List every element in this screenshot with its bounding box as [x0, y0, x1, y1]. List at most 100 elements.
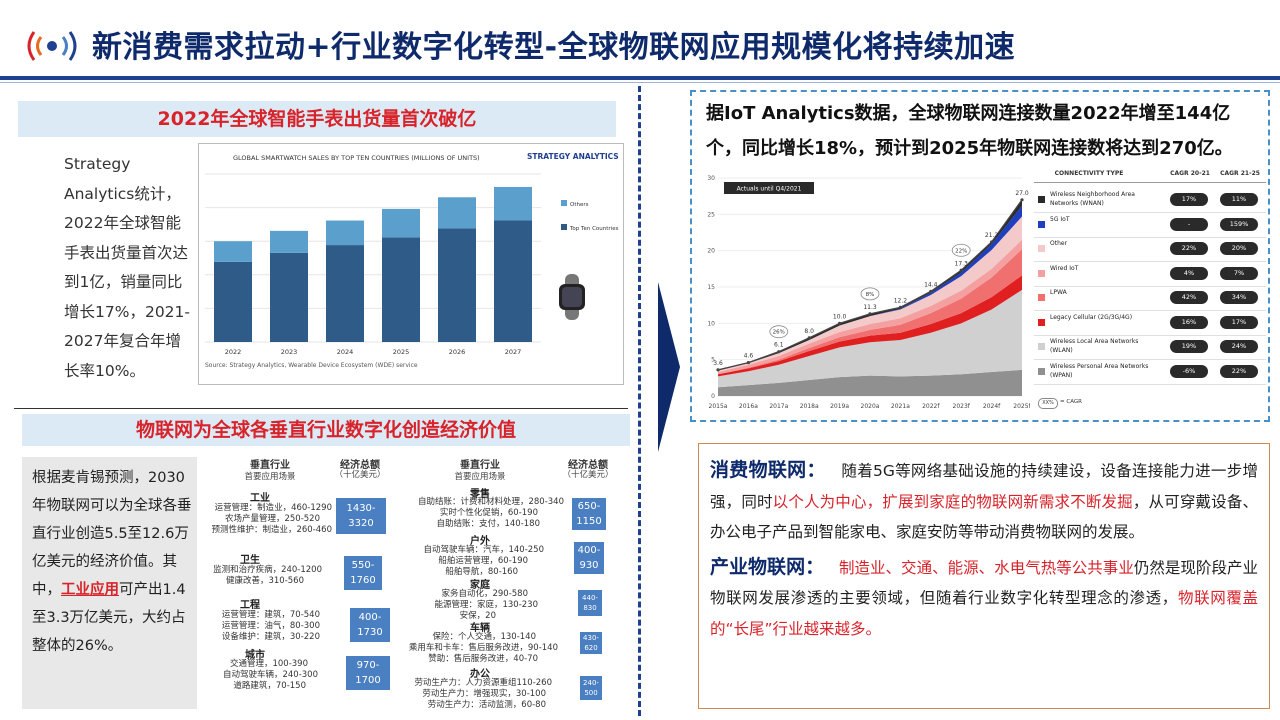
- x-tick-label: 2022: [225, 348, 242, 356]
- x-tick-label: 2015a: [709, 403, 728, 410]
- total-label: 11.3: [863, 304, 877, 311]
- x-tick-label: 2024f: [983, 403, 1001, 410]
- industry-value-table: 垂直行业 首要应用场景 经济总额 （十亿美元） 垂直行业 首要应用场景 经济总额…: [200, 452, 630, 712]
- bar-top-ten: [438, 228, 476, 342]
- arrow-icon: [640, 282, 680, 452]
- x-tick-label: 2020a: [861, 403, 880, 410]
- industrial-text-red2: 物联网覆盖的“长尾”行业越来越多。: [710, 589, 1258, 638]
- total-point: [777, 350, 781, 354]
- connectivity-table: CONNECTIVITY TYPE CAGR 20-21 CAGR 21-25 Wir…: [1034, 168, 1266, 412]
- mckinsey-text-b: 可产出1.4至3.3万亿美元，大约占整体的26%。: [32, 582, 186, 654]
- industry-banner: 物联网为全球各垂直行业数字化创造经济价值: [22, 414, 630, 446]
- x-tick-label: 2025: [393, 348, 410, 356]
- total-point: [868, 312, 872, 316]
- area-wpan: [718, 369, 1022, 396]
- x-tick-label: 2021a: [891, 403, 910, 410]
- cagr-note-badge: XX%: [1038, 398, 1058, 409]
- industry-sub: 交通管理，100-390: [229, 659, 308, 669]
- industry-value: 440-830: [578, 590, 602, 616]
- industry-sub: 船舶导航，80-160: [445, 567, 518, 577]
- total-label: 4.6: [744, 353, 754, 360]
- consumer-text-red: 以个人为中心，扩展到家庭的物联网新需求不断发掘: [772, 492, 1133, 511]
- consumer-iot-colon: ：: [806, 459, 826, 481]
- industry-sub: 监测和治疗疾病，240-1200: [213, 565, 322, 575]
- total-label: 17.3: [955, 260, 969, 267]
- industry-sub: 自助结账：支付，140-180: [436, 519, 540, 529]
- bar-others: [438, 197, 476, 229]
- header-rule-thin: [0, 82, 1280, 83]
- col-value-right: 经济总额: [568, 460, 608, 471]
- section-rule: [14, 408, 628, 409]
- bar-others: [494, 186, 532, 221]
- connectivity-row: Wireless Local Area Networks (WLAN) 19% 24…: [1034, 335, 1266, 360]
- industrial-text-mid: 仍然是现阶段产业物联网发展渗透的主要领域，但随着行业数字化转型理念的渗透，: [710, 558, 1258, 608]
- connectivity-swatch: [1038, 196, 1045, 203]
- industry-sub: 自动驾驶车辆，240-300: [222, 670, 318, 680]
- cagr-badge: 4%: [1170, 266, 1208, 280]
- col-industry-sub-left: 首要应用场景: [244, 472, 296, 482]
- y-tick-label: 10: [707, 320, 715, 327]
- cagr-badge: 22%: [1220, 364, 1258, 378]
- industry-sub: 保险：个人交通，130-140: [432, 632, 536, 642]
- industry-sub: 健康改善，310-560: [225, 576, 304, 586]
- actuals-badge-label: Actuals until Q4/2021: [737, 186, 802, 193]
- col-industry-sub-right: 首要应用场景: [454, 472, 506, 482]
- total-point: [746, 360, 750, 365]
- connectivity-label: Wireless Personal Area Networks (WPAN): [1050, 362, 1149, 379]
- industry-value: 400-1730: [350, 608, 390, 642]
- total-label: 6.1: [774, 342, 784, 349]
- smartwatch-banner: 2022年全球智能手表出货量首次破亿: [18, 101, 616, 137]
- industry-value: 400-930: [574, 542, 604, 574]
- mckinsey-box: [22, 457, 197, 709]
- page-title: 新消费需求拉动+行业数字化转型-全球物联网应用规模化将持续加速: [92, 30, 1016, 65]
- total-label: 14.4: [924, 281, 938, 288]
- industry-sub: 乘用车和卡车：售后服务改进，90-140: [408, 643, 558, 653]
- consumer-text-end: ，从可穿戴设备、办公电子产品到智能家电、家庭安防等带动消费物联网的发展。: [710, 492, 1258, 542]
- total-point: [838, 321, 842, 325]
- x-tick-label: 2024: [337, 348, 354, 356]
- smartwatch-source: Source: Strategy Analytics, Wearable Dev…: [205, 362, 418, 369]
- iot-headline: 据IoT Analytics数据，全球物联网连接数量2022年增至144亿个，同…: [706, 103, 1233, 159]
- growth-badge: [769, 325, 789, 339]
- industry-banner-text: 物联网为全球各垂直行业数字化创造经济价值: [135, 419, 516, 441]
- cagr-badge: 11%: [1220, 193, 1258, 206]
- connectivity-swatch: [1038, 245, 1045, 252]
- x-tick-label: 2023: [281, 348, 298, 356]
- industry-cat: 办公: [470, 669, 490, 680]
- industry-sub: 预测性维护：制造业，260-460: [211, 525, 332, 535]
- col-industry-right: 垂直行业: [460, 460, 500, 471]
- cagr-badge: 17%: [1170, 193, 1208, 206]
- industrial-iot-colon: ：: [805, 555, 825, 578]
- col-value-sub-left: （十亿美元）: [334, 470, 386, 480]
- total-point: [1020, 198, 1024, 202]
- legend-swatch: [561, 200, 567, 206]
- industry-sub: 劳动生产力：活动监测，60-80: [427, 700, 546, 710]
- industry-value: 430-620: [580, 632, 602, 654]
- total-point: [898, 305, 902, 309]
- header-rule: [0, 76, 1280, 80]
- cagr-note: = CAGR: [1060, 399, 1082, 405]
- connectivity-label: 5G IoT: [1050, 215, 1070, 223]
- cagr-badge: 22%: [1170, 242, 1208, 255]
- industrial-text-red: 制造业、交通、能源、水电气热等公共事业: [838, 558, 1134, 577]
- x-tick-label: 2022f: [922, 403, 940, 410]
- legend-swatch: [561, 224, 567, 230]
- industry-sub: 运营管理：制造业，460-1290: [214, 503, 332, 513]
- bar-others: [214, 241, 252, 262]
- cagr-badge: 24%: [1220, 340, 1258, 353]
- total-point: [929, 289, 933, 293]
- bar-top-ten: [270, 252, 308, 342]
- industry-sub: 劳动生产力：人力资源重组110-260: [414, 678, 552, 688]
- industry-sub: 农场产量管理，250-520: [224, 514, 320, 524]
- connectivity-swatch: [1038, 294, 1045, 301]
- bar-others: [270, 230, 308, 253]
- broadcast-icon: [24, 28, 80, 64]
- cagr-badge: 20%: [1220, 242, 1258, 255]
- col-value-sub-right: （十亿美元）: [562, 470, 614, 480]
- y-tick-label: 30: [707, 175, 715, 182]
- strategy-analytics-logo: STRATEGY ANALYTICS: [527, 152, 619, 161]
- industry-sub: 船舶运营管理，60-190: [438, 556, 528, 566]
- actuals-badge: [724, 182, 814, 194]
- industry-sub: 自助结账：计费和材料处理，280-340: [417, 497, 564, 507]
- total-label: 21.2: [985, 232, 999, 239]
